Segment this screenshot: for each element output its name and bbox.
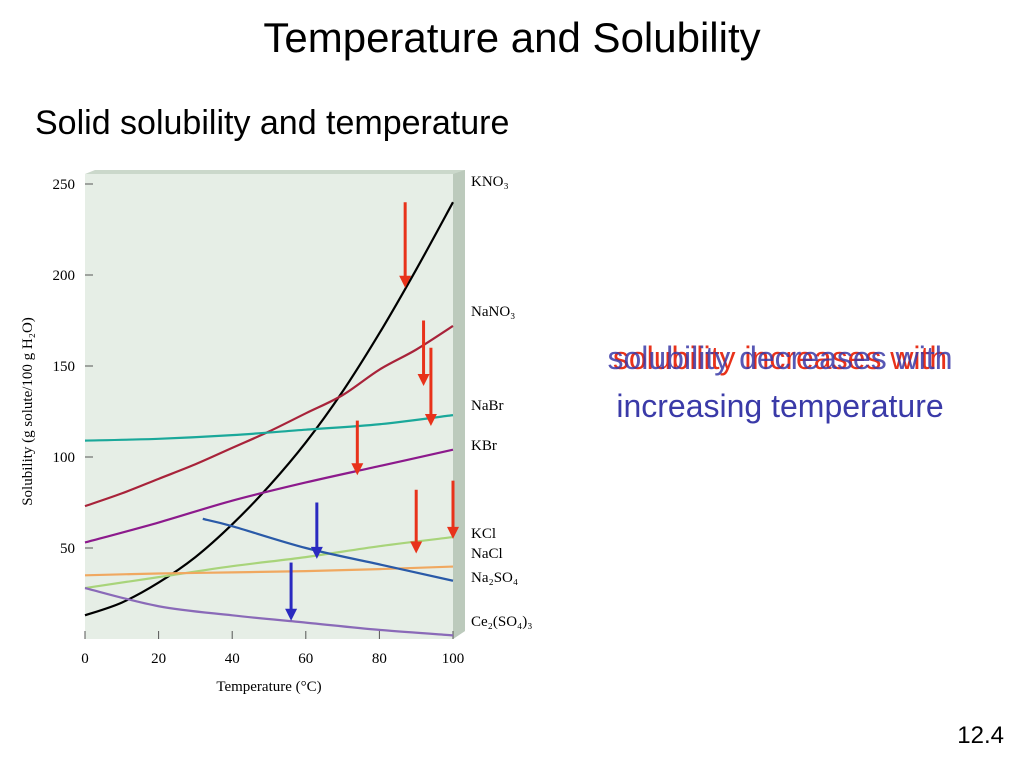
plot-panel-side bbox=[453, 170, 465, 639]
y-tick-label: 50 bbox=[60, 541, 75, 557]
series-label: NaNO₃ bbox=[471, 304, 515, 320]
series-line bbox=[84, 201, 454, 617]
arrow-head bbox=[417, 374, 430, 387]
x-tick-label: 0 bbox=[81, 651, 89, 667]
series-lines bbox=[84, 201, 454, 637]
series-label: NaBr bbox=[471, 398, 504, 414]
slide-number: 12.4 bbox=[957, 722, 1004, 749]
annotation-arrows bbox=[285, 202, 459, 621]
series-line bbox=[202, 517, 454, 582]
slide-subtitle: Solid solubility and temperature bbox=[35, 104, 510, 142]
series-label: KBr bbox=[471, 438, 497, 454]
x-tick-label: 20 bbox=[151, 651, 166, 667]
note-line2: increasing temperature bbox=[616, 388, 944, 424]
plot-background bbox=[85, 170, 465, 639]
arrow-head bbox=[447, 526, 459, 539]
x-tick-label: 40 bbox=[225, 651, 240, 667]
y-tick-label: 100 bbox=[53, 450, 76, 466]
y-axis-label: Solubility (g solute/100 g H₂O) bbox=[20, 317, 36, 506]
arrow-head bbox=[310, 546, 323, 559]
series-line bbox=[84, 414, 454, 442]
arrow-head bbox=[424, 414, 437, 427]
series-label: Na₂SO₄ bbox=[471, 570, 518, 586]
series-label: Ce₂(SO₄)₃ bbox=[471, 614, 533, 630]
slide-title: Temperature and Solubility bbox=[263, 14, 761, 61]
y-tick-label: 150 bbox=[53, 359, 76, 375]
series-label: NaCl bbox=[471, 546, 503, 562]
series-line bbox=[84, 448, 454, 544]
arrow-head bbox=[351, 463, 364, 476]
x-tick-label: 100 bbox=[442, 651, 465, 667]
series-label: KNO₃ bbox=[471, 174, 509, 190]
y-tick-label: 200 bbox=[53, 268, 76, 284]
note-increase: solubility increases with bbox=[612, 340, 948, 376]
series-line bbox=[84, 565, 454, 577]
series-line bbox=[84, 586, 454, 637]
note-decrease: solubility decreases with bbox=[607, 340, 953, 376]
series-label: KCl bbox=[471, 526, 496, 542]
y-tick-label: 250 bbox=[53, 177, 76, 193]
arrow-head bbox=[410, 541, 423, 554]
x-tick-label: 80 bbox=[372, 651, 387, 667]
series-line bbox=[84, 535, 454, 590]
x-tick-label: 60 bbox=[298, 651, 313, 667]
solubility-chart: 50 100 150 200 250 0 20 40 60 80 100 KNO₃ NaNO₃ NaBr… bbox=[20, 170, 533, 695]
arrow-head bbox=[285, 608, 298, 621]
arrow-head bbox=[399, 275, 412, 288]
axes: 50 100 150 200 250 0 20 40 60 80 100 bbox=[53, 177, 465, 667]
series-labels: KNO₃ NaNO₃ NaBr KBr KCl NaCl Na₂SO₄ Ce₂(SO₄)₃ bbox=[471, 174, 533, 630]
x-axis-label: Temperature (°C) bbox=[216, 679, 321, 695]
